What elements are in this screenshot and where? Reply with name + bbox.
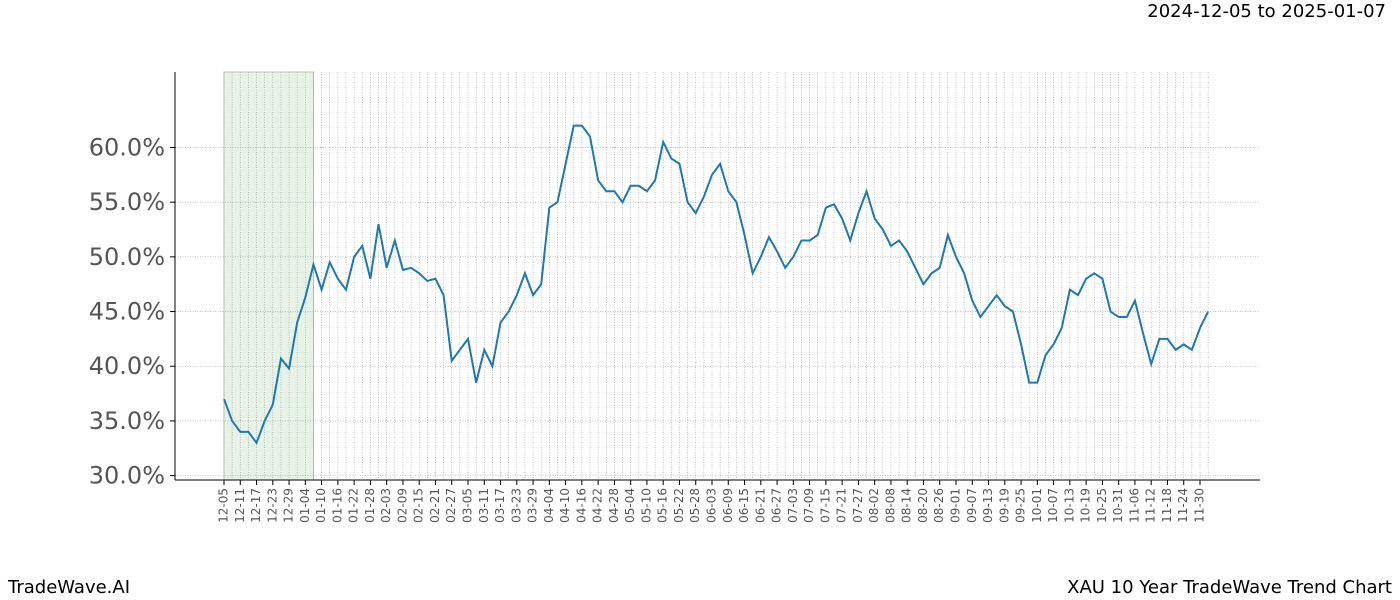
x-tick-label: 08-20 bbox=[916, 488, 930, 523]
x-tick-label: 02-21 bbox=[428, 488, 442, 523]
x-tick-label: 07-21 bbox=[835, 488, 849, 523]
y-tick-label: 45.0% bbox=[89, 298, 165, 326]
x-tick-label: 06-09 bbox=[721, 488, 735, 523]
x-tick-label: 07-27 bbox=[851, 488, 865, 523]
x-tick-label: 09-19 bbox=[997, 488, 1011, 523]
x-tick-label: 08-26 bbox=[932, 488, 946, 523]
x-tick-label: 08-02 bbox=[867, 488, 881, 523]
x-tick-label: 10-01 bbox=[1030, 488, 1044, 523]
x-tick-label: 05-10 bbox=[639, 488, 653, 523]
x-tick-label: 07-15 bbox=[818, 488, 832, 523]
x-tick-label: 04-10 bbox=[558, 488, 572, 523]
x-tick-label: 03-11 bbox=[477, 488, 491, 523]
x-tick-label: 04-22 bbox=[591, 488, 605, 523]
x-tick-label: 08-08 bbox=[883, 488, 897, 523]
highlight-span bbox=[223, 71, 314, 481]
x-tick-label: 07-03 bbox=[786, 488, 800, 523]
x-tick-label: 05-28 bbox=[688, 488, 702, 523]
x-tick-label: 06-15 bbox=[737, 488, 751, 523]
x-tick-label: 10-07 bbox=[1046, 488, 1060, 523]
x-tick-label: 01-22 bbox=[347, 488, 361, 523]
x-tick-label: 09-25 bbox=[1014, 488, 1028, 523]
x-tick-label: 09-13 bbox=[981, 488, 995, 523]
y-tick-label: 40.0% bbox=[89, 352, 165, 380]
x-tick-label: 02-09 bbox=[395, 488, 409, 523]
x-tick-label: 12-29 bbox=[282, 488, 296, 523]
x-tick-label: 05-04 bbox=[623, 488, 637, 523]
x-tick-label: 10-25 bbox=[1095, 488, 1109, 523]
x-tick-label: 02-27 bbox=[444, 488, 458, 523]
footer-left: TradeWave.AI bbox=[7, 577, 130, 598]
y-tick-label: 55.0% bbox=[89, 188, 165, 216]
x-tick-label: 03-23 bbox=[509, 488, 523, 523]
x-tick-label: 11-12 bbox=[1144, 488, 1158, 523]
x-tick-label: 11-18 bbox=[1160, 488, 1174, 523]
x-tick-label: 02-03 bbox=[379, 488, 393, 523]
x-tick-label: 03-05 bbox=[461, 488, 475, 523]
x-tick-label: 04-04 bbox=[542, 488, 556, 523]
x-tick-label: 10-19 bbox=[1079, 488, 1093, 523]
x-tick-label: 07-09 bbox=[802, 488, 816, 523]
x-tick-label: 09-01 bbox=[949, 488, 963, 523]
y-tick-label: 35.0% bbox=[89, 407, 165, 435]
y-tick-label: 60.0% bbox=[89, 133, 165, 161]
x-tick-label: 12-11 bbox=[233, 488, 247, 523]
x-tick-label: 06-27 bbox=[770, 488, 784, 523]
x-tick-label: 10-31 bbox=[1111, 488, 1125, 523]
x-tick-label: 01-10 bbox=[314, 488, 328, 523]
x-tick-label: 01-28 bbox=[363, 488, 377, 523]
x-tick-label: 12-17 bbox=[249, 488, 263, 523]
trend-line bbox=[223, 124, 1210, 445]
x-tick-label: 11-06 bbox=[1127, 488, 1141, 523]
x-tick-label: 05-16 bbox=[656, 488, 670, 523]
x-tick-label: 01-16 bbox=[330, 488, 344, 523]
x-tick-label: 04-16 bbox=[574, 488, 588, 523]
x-tick-label: 08-14 bbox=[900, 488, 914, 523]
x-tick-label: 04-28 bbox=[607, 488, 621, 523]
x-tick-label: 09-07 bbox=[965, 488, 979, 523]
x-tick-label: 01-04 bbox=[298, 488, 312, 523]
x-tick-label: 10-13 bbox=[1062, 488, 1076, 523]
x-tick-label: 06-03 bbox=[705, 488, 719, 523]
x-tick-label: 12-05 bbox=[217, 488, 231, 523]
footer-right: XAU 10 Year TradeWave Trend Chart bbox=[1067, 577, 1392, 598]
y-tick-label: 50.0% bbox=[89, 243, 165, 271]
x-tick-label: 06-21 bbox=[753, 488, 767, 523]
chart-subtitle: 2024-12-05 to 2025-01-07 bbox=[1147, 1, 1386, 22]
x-tick-label: 11-30 bbox=[1193, 488, 1207, 523]
x-tick-label: 05-22 bbox=[672, 488, 686, 523]
x-tick-label: 02-15 bbox=[412, 488, 426, 523]
x-tick-label: 12-23 bbox=[265, 488, 279, 523]
x-tick-label: 03-29 bbox=[526, 488, 540, 523]
y-tick-label: 30.0% bbox=[89, 462, 165, 490]
x-tick-label: 03-17 bbox=[493, 488, 507, 523]
x-tick-label: 11-24 bbox=[1176, 488, 1190, 523]
